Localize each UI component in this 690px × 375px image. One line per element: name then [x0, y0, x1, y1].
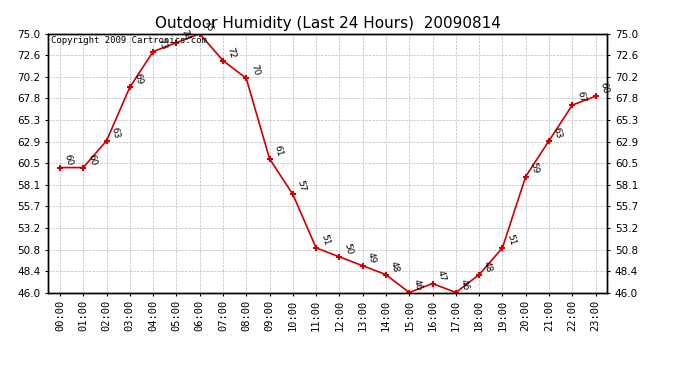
- Text: 48: 48: [482, 260, 493, 273]
- Text: 48: 48: [388, 260, 400, 273]
- Text: 60: 60: [63, 153, 75, 166]
- Text: 50: 50: [342, 242, 354, 255]
- Text: 67: 67: [575, 90, 586, 104]
- Text: 73: 73: [156, 37, 168, 50]
- Text: 74: 74: [179, 28, 191, 41]
- Text: 59: 59: [529, 162, 540, 175]
- Text: 51: 51: [319, 233, 331, 246]
- Text: 69: 69: [132, 72, 144, 86]
- Text: 61: 61: [273, 144, 284, 157]
- Title: Outdoor Humidity (Last 24 Hours)  20090814: Outdoor Humidity (Last 24 Hours) 2009081…: [155, 16, 501, 31]
- Text: 68: 68: [598, 81, 610, 95]
- Text: 75: 75: [202, 19, 214, 32]
- Text: 63: 63: [109, 126, 121, 140]
- Text: 47: 47: [435, 269, 447, 282]
- Text: 72: 72: [226, 46, 237, 59]
- Text: 60: 60: [86, 153, 98, 166]
- Text: 46: 46: [459, 278, 471, 291]
- Text: Copyright 2009 Cartronics.com: Copyright 2009 Cartronics.com: [51, 36, 207, 45]
- Text: 49: 49: [366, 251, 377, 264]
- Text: 46: 46: [412, 278, 424, 291]
- Text: 51: 51: [505, 233, 517, 246]
- Text: 57: 57: [295, 180, 307, 193]
- Text: 70: 70: [249, 63, 261, 77]
- Text: 63: 63: [552, 126, 564, 140]
